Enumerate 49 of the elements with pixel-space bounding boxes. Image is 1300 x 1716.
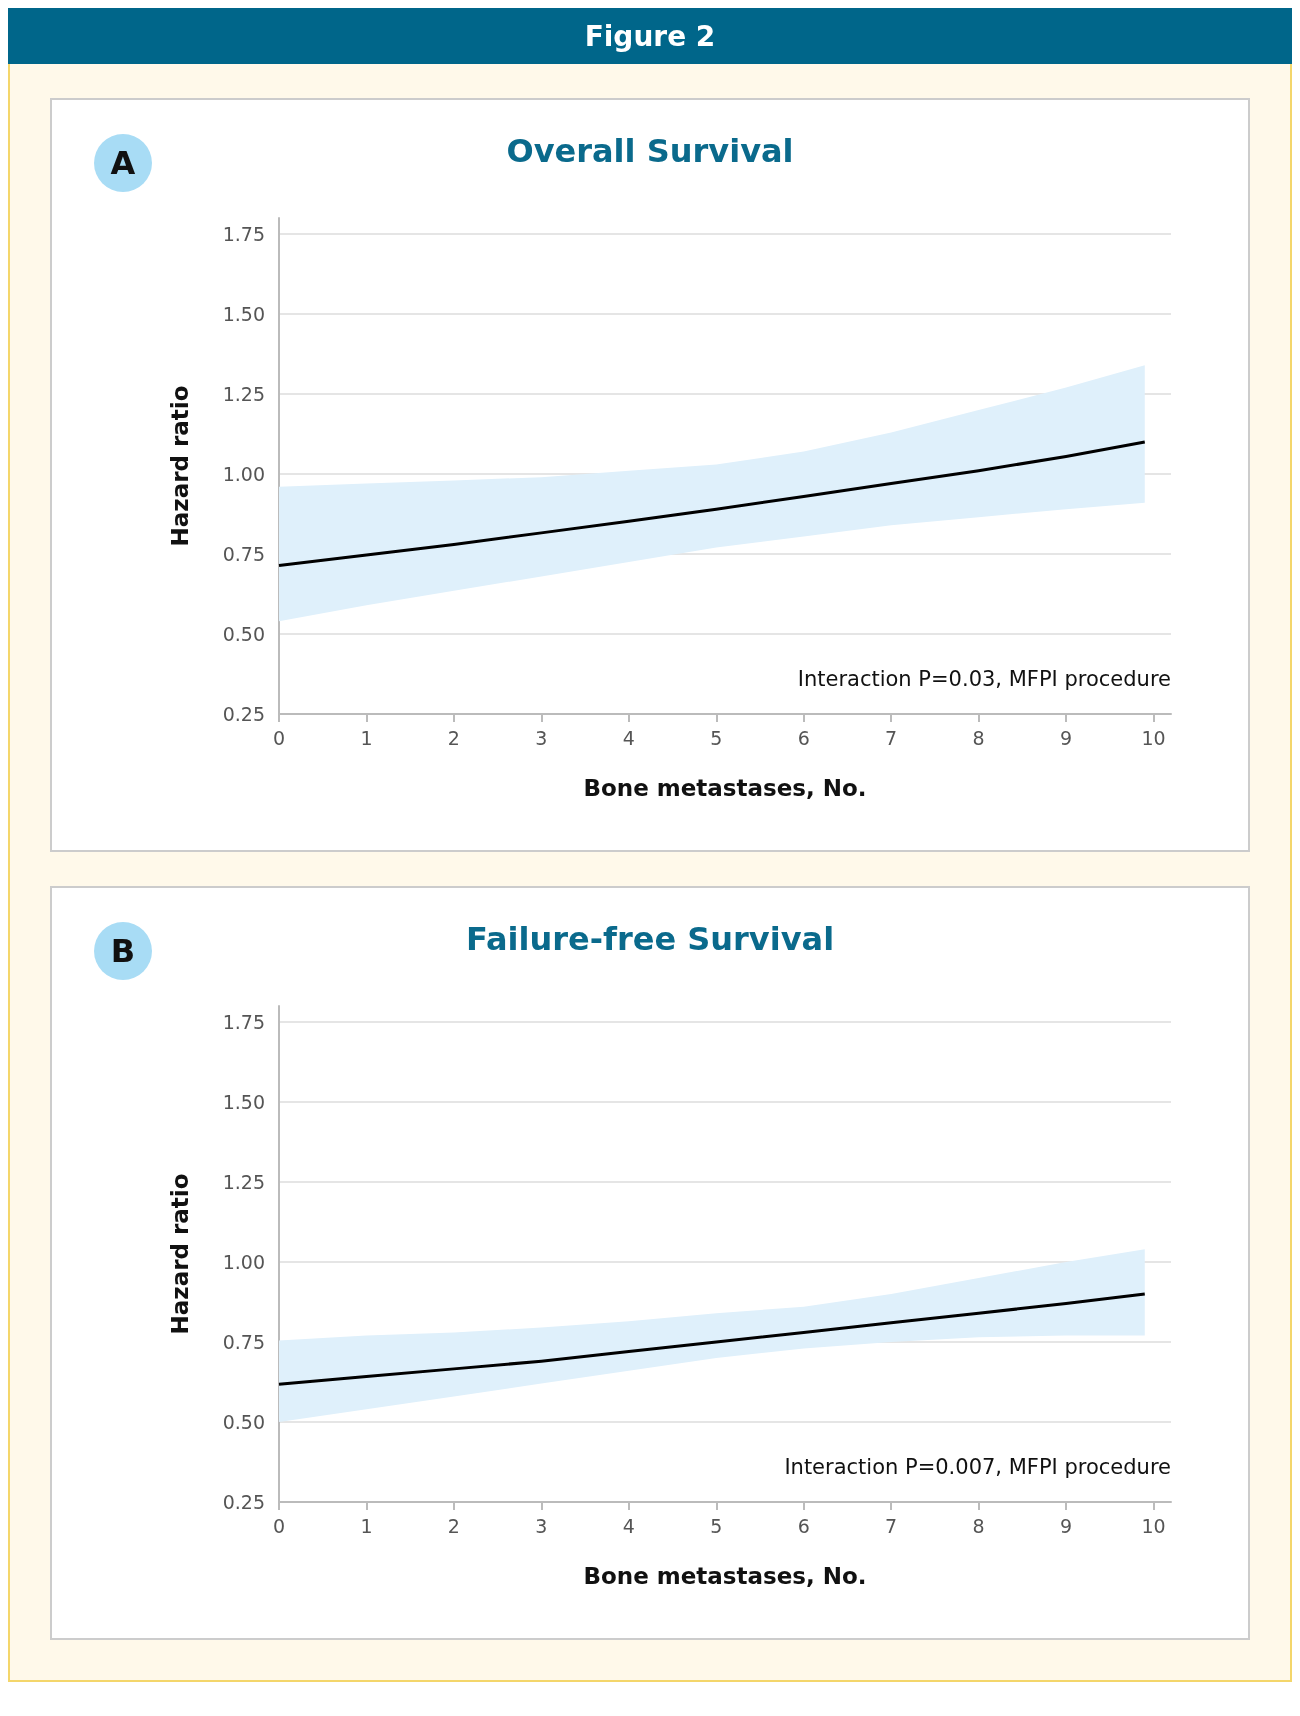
x-tick-label: 6 xyxy=(797,726,810,749)
y-tick-label: 1.25 xyxy=(222,383,265,405)
y-tick-label: 0.50 xyxy=(222,623,265,645)
x-tick-label: 7 xyxy=(885,726,898,749)
x-tick-label: 7 xyxy=(885,1514,898,1537)
y-tick-label: 1.00 xyxy=(222,463,265,485)
x-axis-title: Bone metastases, No. xyxy=(583,1562,867,1589)
x-tick-label: 10 xyxy=(1141,726,1166,749)
x-tick-label: 2 xyxy=(447,726,460,749)
x-tick-label: 9 xyxy=(1060,726,1073,749)
y-tick-label: 1.25 xyxy=(222,1171,265,1193)
x-tick-label: 2 xyxy=(447,1514,460,1537)
chart-title: Failure-free Survival xyxy=(465,920,835,958)
y-tick-label: 0.50 xyxy=(222,1411,265,1433)
x-tick-label: 9 xyxy=(1060,1514,1073,1537)
y-tick-label: 0.25 xyxy=(222,703,265,725)
caption: Figure 2 xyxy=(8,8,1292,64)
x-tick-label: 8 xyxy=(972,1514,985,1537)
x-tick-label: 1 xyxy=(360,726,373,749)
y-tick-label: 1.75 xyxy=(222,223,265,245)
x-tick-label: 1 xyxy=(360,1514,373,1537)
x-tick-label: 10 xyxy=(1141,1514,1166,1537)
x-tick-label: 8 xyxy=(972,726,985,749)
line-series xyxy=(277,440,1147,568)
annotation: Interaction P=0.007, MFPI procedure xyxy=(784,1454,1172,1479)
y-axis-title: Hazard ratio xyxy=(166,385,193,547)
x-axis-title: Bone metastases, No. xyxy=(583,774,867,801)
x-tick-label: 0 xyxy=(272,726,286,749)
x-tick-label: 4 xyxy=(622,1514,635,1537)
x-tick-label: 4 xyxy=(622,726,635,749)
x-tick-label: 3 xyxy=(535,726,548,749)
y-tick-label: 1.50 xyxy=(222,1091,265,1113)
chart-title: Overall Survival xyxy=(506,132,794,170)
y-axis-title: Hazard ratio xyxy=(166,1173,193,1335)
y-tick-label: 0.25 xyxy=(222,1491,265,1513)
x-tick-label: 5 xyxy=(710,1514,723,1537)
x-tick-label: 5 xyxy=(710,726,723,749)
x-tick-label: 3 xyxy=(535,1514,548,1537)
y-tick-label: 0.75 xyxy=(222,1331,265,1353)
y-tick-label: 1.75 xyxy=(222,1011,265,1033)
text: B xyxy=(94,922,152,980)
x-tick-label: 0 xyxy=(272,1514,286,1537)
text: A xyxy=(94,134,152,192)
x-tick-label: 6 xyxy=(797,1514,810,1537)
y-tick-label: 1.50 xyxy=(222,303,265,325)
line-series xyxy=(277,1292,1147,1386)
y-tick-label: 1.00 xyxy=(222,1251,265,1273)
y-tick-label: 0.75 xyxy=(222,543,265,565)
annotation: Interaction P=0.03, MFPI procedure xyxy=(797,666,1172,691)
